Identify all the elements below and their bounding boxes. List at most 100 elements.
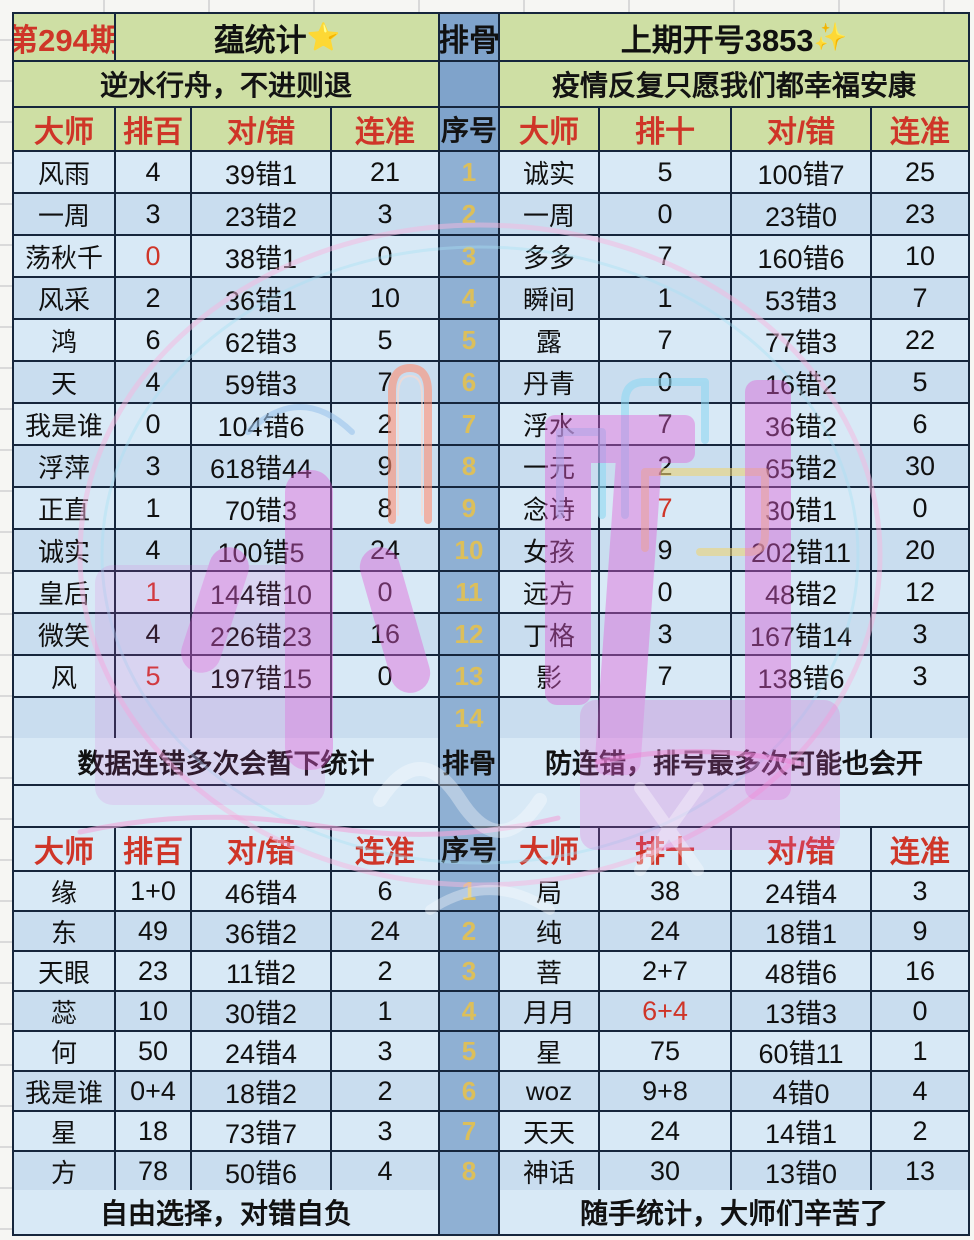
master-name-cell: 风采 [14,278,114,318]
master-name-cell: 念诗 [500,488,598,528]
table-row: 我是谁 0+4 18错2 2 6 woz 9+8 4错0 4 [14,1072,968,1112]
master-name-cell: 天 [14,362,114,402]
streak-cell: 5 [332,320,438,360]
right-wrong-cell: 18错2 [192,1072,330,1110]
rank-cell: 7 [600,404,730,444]
streak-cell: 4 [872,1072,968,1110]
right-wrong-cell: 11错2 [192,952,330,990]
streak-cell: 30 [872,446,968,486]
right-wrong-cell: 160错6 [732,236,870,276]
rank-cell: 0 [600,194,730,234]
streak-cell: 3 [332,1112,438,1150]
table-row: 风雨 4 39错1 21 1 诚实 5 100错7 25 [14,152,968,194]
rank-cell: 2 [600,446,730,486]
master-name-cell: 多多 [500,236,598,276]
header2-master-left: 大师 [14,828,114,870]
right-wrong-cell: 38错1 [192,236,330,276]
table-row: 微笑 4 226错23 16 12 丁格 3 167错14 3 [14,614,968,656]
period-label: 第294期 [14,14,114,60]
master-name-cell: 星 [14,1112,114,1150]
rank-cell [116,698,190,738]
right-wrong-cell: 62错3 [192,320,330,360]
sheet-title: 蕴统计 ⭐ [116,14,438,60]
rank-cell: 78 [116,1152,190,1190]
streak-cell: 0 [872,488,968,528]
header2-right-wrong-right: 对/错 [732,828,870,870]
streak-cell: 13 [872,1152,968,1190]
sheet-title-text: 蕴统计 [213,22,307,58]
rank-cell: 5 [116,656,190,696]
master-name-cell: 诚实 [500,152,598,192]
divider-row: 数据连错多次会暂下统计 排骨 防连错，排号最多次可能也会开 [14,738,968,786]
rank-cell: 9+8 [600,1072,730,1110]
rank-cell: 3 [600,614,730,654]
rank-cell: 7 [600,656,730,696]
rank-cell: 2 [116,278,190,318]
last-draw: 上期开号3853 ✨ [500,14,968,60]
right-wrong-cell: 4错0 [732,1072,870,1110]
rank-cell: 4 [116,362,190,402]
master-name-cell: 女孩 [500,530,598,570]
header2-rank-tens: 排十 [600,828,730,870]
header-seq: 序号 [440,108,498,150]
seq-cell: 8 [440,446,498,486]
right-wrong-cell: 167错14 [732,614,870,654]
header-right-wrong-right: 对/错 [732,108,870,150]
master-name-cell: 一元 [500,446,598,486]
master-name-cell: 一周 [14,194,114,234]
master-name-cell: 荡秋千 [14,236,114,276]
streak-cell: 23 [872,194,968,234]
header-rank-tens: 排十 [600,108,730,150]
right-wrong-cell: 100错5 [192,530,330,570]
streak-cell: 5 [872,362,968,402]
table-row: 风采 2 36错1 10 4 瞬间 1 53错3 7 [14,278,968,320]
divider-right-note: 防连错，排号最多次可能也会开 [500,738,968,784]
right-wrong-cell: 24错4 [732,872,870,910]
seq-cell: 3 [440,952,498,990]
motto-row: 逆水行舟，不进则退 疫情反复只愿我们都幸福安康 [14,62,968,108]
right-wrong-cell: 144错10 [192,572,330,612]
seq-cell: 8 [440,1152,498,1190]
seq-cell: 5 [440,320,498,360]
rank-cell: 7 [600,320,730,360]
right-wrong-cell [192,698,330,738]
right-wrong-cell [732,698,870,738]
rank-cell: 38 [600,872,730,910]
motto-right: 疫情反复只愿我们都幸福安康 [500,62,968,106]
master-name-cell: woz [500,1072,598,1110]
streak-cell: 2 [332,1072,438,1110]
streak-cell: 24 [332,912,438,950]
last-draw-text: 上期开号3853 [620,22,814,58]
rank-cell: 1 [116,572,190,612]
right-wrong-cell: 36错2 [192,912,330,950]
master-name-cell: 一周 [500,194,598,234]
rank-cell: 7 [600,236,730,276]
seq-cell: 4 [440,992,498,1030]
streak-cell: 3 [872,614,968,654]
streak-cell: 0 [332,656,438,696]
motto-middle-cell [440,62,498,106]
sparkle-icon: ✨ [813,22,848,52]
seq-cell: 6 [440,362,498,402]
master-name-cell: 风 [14,656,114,696]
rank-cell: 18 [116,1112,190,1150]
rank-cell: 0 [116,404,190,444]
table-row: 星 18 73错7 3 7 天天 24 14错1 2 [14,1112,968,1152]
table-row: 蕊 10 30错2 1 4 月月 6+4 13错3 0 [14,992,968,1032]
rank-cell: 49 [116,912,190,950]
seq-cell: 10 [440,530,498,570]
right-wrong-cell: 13错0 [732,1152,870,1190]
rank-cell: 4 [116,530,190,570]
master-name-cell: 星 [500,1032,598,1070]
streak-cell: 8 [332,488,438,528]
divider-left-note: 数据连错多次会暂下统计 [14,738,438,784]
footer-left-note: 自由选择，对错自负 [14,1190,438,1234]
right-wrong-cell: 46错4 [192,872,330,910]
master-name-cell: 皇后 [14,572,114,612]
sheet-top-margin [0,0,974,12]
table1: 风雨 4 39错1 21 1 诚实 5 100错7 25 一周 3 23错2 3 2 一周 0 23错0 23 荡秋… [14,152,968,738]
right-wrong-cell: 30错2 [192,992,330,1030]
right-wrong-cell: 70错3 [192,488,330,528]
master-name-cell: 露 [500,320,598,360]
seq-cell: 2 [440,194,498,234]
